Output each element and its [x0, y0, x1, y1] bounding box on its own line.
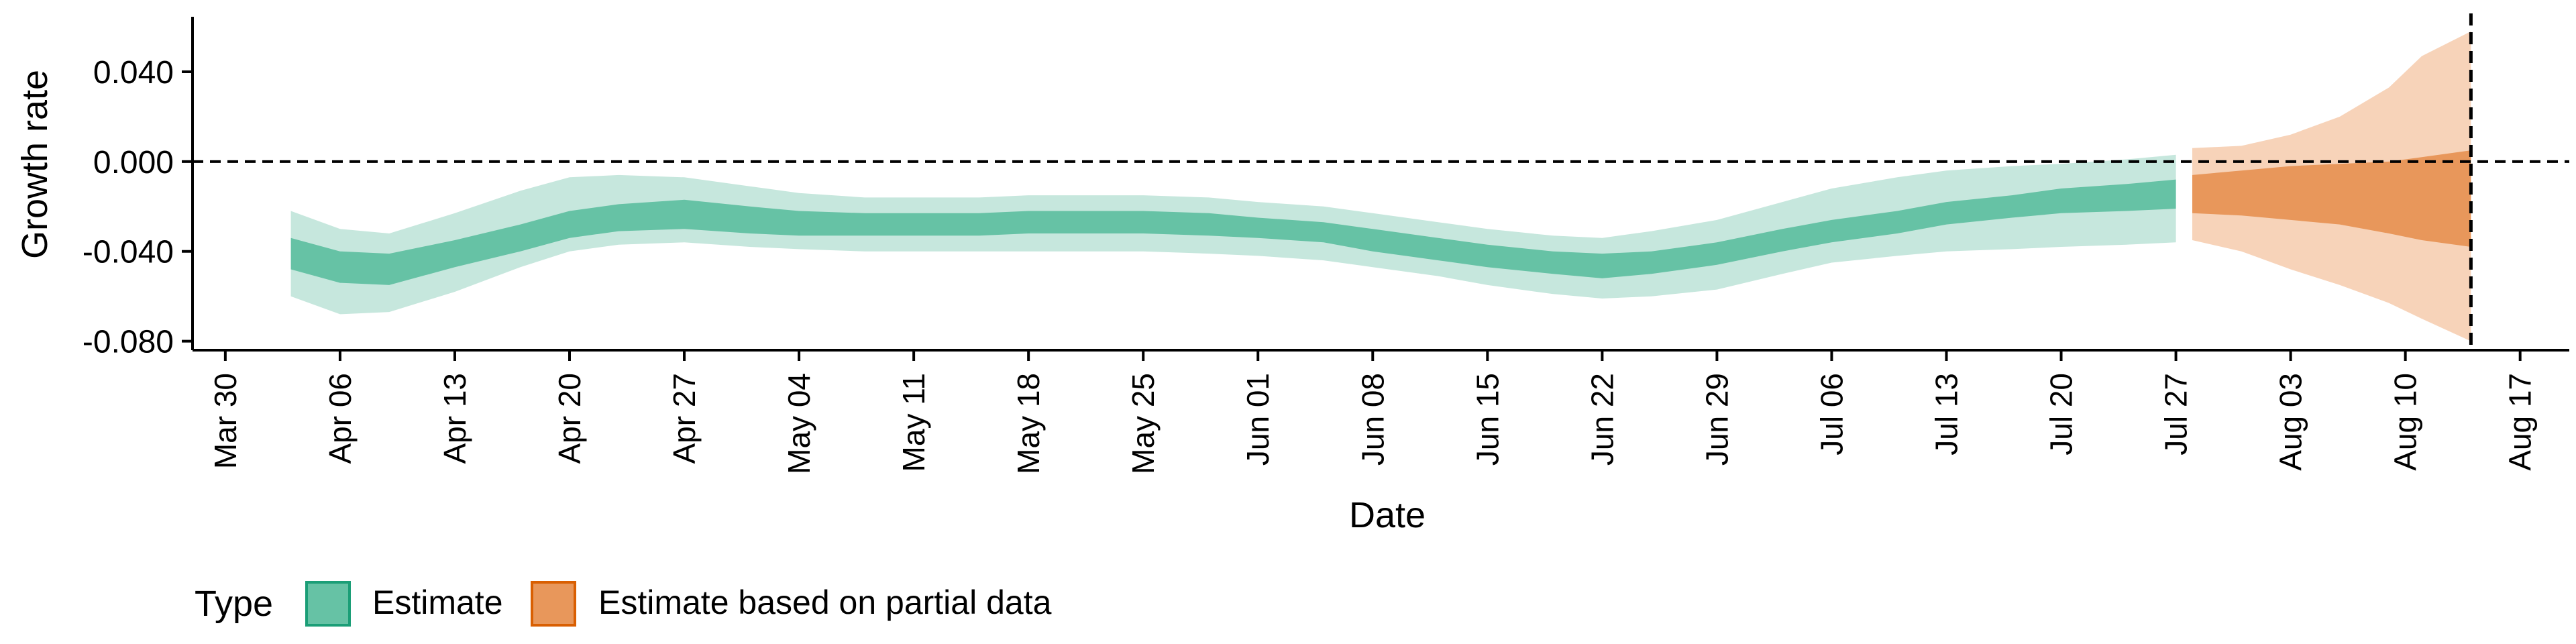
x-axis-label: Date: [1349, 495, 1426, 535]
x-tick-label: May 25: [1126, 373, 1161, 474]
x-tick-label: Aug 17: [2503, 373, 2538, 471]
x-tick-label: Apr 20: [552, 373, 587, 464]
x-tick-label: Aug 10: [2388, 373, 2423, 471]
y-tick-label: 0.040: [93, 55, 174, 91]
x-tick-label: Apr 13: [437, 373, 472, 464]
partial-band-50: [2192, 150, 2471, 247]
x-tick-label: Jun 08: [1355, 373, 1390, 466]
legend-key-partial: [531, 581, 576, 627]
x-tick-label: Jun 01: [1240, 373, 1275, 466]
x-tick-label: Jul 20: [2044, 373, 2079, 455]
x-tick-label: Apr 06: [323, 373, 358, 464]
estimate-band-50: [290, 179, 2176, 285]
x-tick-label: Jun 22: [1585, 373, 1619, 466]
legend-label-partial: Estimate based on partial data: [598, 584, 1052, 621]
x-tick-label: Aug 03: [2273, 373, 2308, 471]
y-tick-label: -0.080: [83, 325, 174, 360]
legend: Type Estimate Estimate based on partial …: [195, 581, 1052, 627]
x-tick-label: Apr 27: [667, 373, 702, 464]
x-tick-label: Mar 30: [208, 373, 243, 469]
y-tick-label: 0.000: [93, 145, 174, 180]
x-tick-label: Jul 27: [2159, 373, 2194, 455]
x-tick-label: Jul 13: [1929, 373, 1964, 455]
x-tick-label: Jun 29: [1699, 373, 1734, 466]
y-tick-label: -0.040: [83, 235, 174, 270]
legend-label-estimate: Estimate: [372, 584, 503, 621]
y-axis-label: Growth rate: [15, 70, 55, 259]
x-tick-label: Jul 06: [1814, 373, 1849, 455]
x-tick-label: May 18: [1011, 373, 1046, 474]
x-tick-label: May 11: [896, 373, 931, 472]
reference-lines: [193, 13, 2569, 350]
x-tick-label: Jun 15: [1470, 373, 1505, 466]
tick-layer: -0.080 -0.040 0.000 0.040 Mar 30 Apr 06 Apr 13…: [83, 55, 2538, 474]
bands-layer: [290, 31, 2471, 341]
legend-title: Type: [195, 584, 273, 624]
legend-key-estimate: [305, 581, 351, 627]
x-tick-label: May 04: [782, 373, 816, 474]
